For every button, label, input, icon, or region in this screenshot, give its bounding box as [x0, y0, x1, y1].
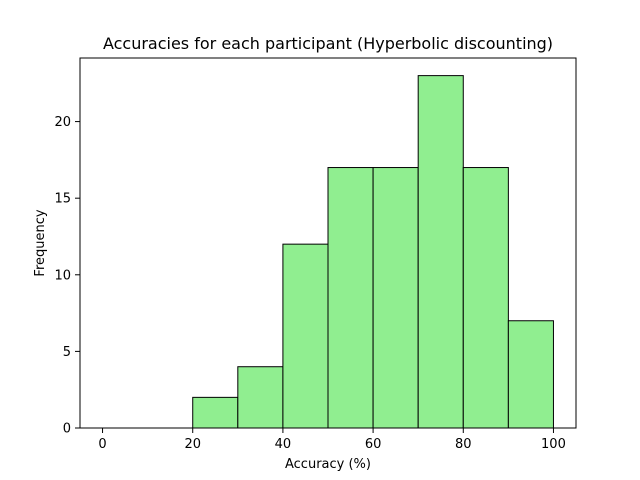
y-axis-label: Frequency — [33, 209, 48, 276]
histogram-bar — [372, 167, 419, 429]
plot-area-frame — [79, 57, 577, 429]
histogram-bar — [192, 396, 239, 429]
y-tick-label: 15 — [54, 192, 71, 207]
histogram-bar — [327, 167, 374, 429]
x-axis-ticks: 0 20 40 60 80 100 — [98, 428, 566, 452]
y-tick-label: 5 — [63, 345, 71, 360]
chart-title: Accuracies for each participant (Hyperbo… — [103, 34, 553, 53]
x-tick-label: 80 — [455, 437, 472, 452]
histogram-bar — [417, 75, 464, 429]
bars-group — [192, 75, 554, 429]
histogram-bar — [282, 243, 329, 429]
x-tick-label: 20 — [184, 437, 201, 452]
x-tick-label: 60 — [365, 437, 382, 452]
x-tick-label: 40 — [275, 437, 292, 452]
y-tick-label: 10 — [54, 268, 71, 283]
y-tick-label: 20 — [54, 115, 71, 130]
histogram-bar — [507, 320, 554, 429]
histogram-bar — [462, 167, 509, 429]
x-axis-label: Accuracy (%) — [285, 457, 371, 472]
x-tick-label: 100 — [541, 437, 566, 452]
y-axis-ticks: 0 5 10 15 20 — [54, 115, 80, 437]
y-tick-label: 0 — [63, 422, 71, 437]
x-tick-label: 0 — [98, 437, 106, 452]
histogram-bar — [237, 366, 284, 429]
